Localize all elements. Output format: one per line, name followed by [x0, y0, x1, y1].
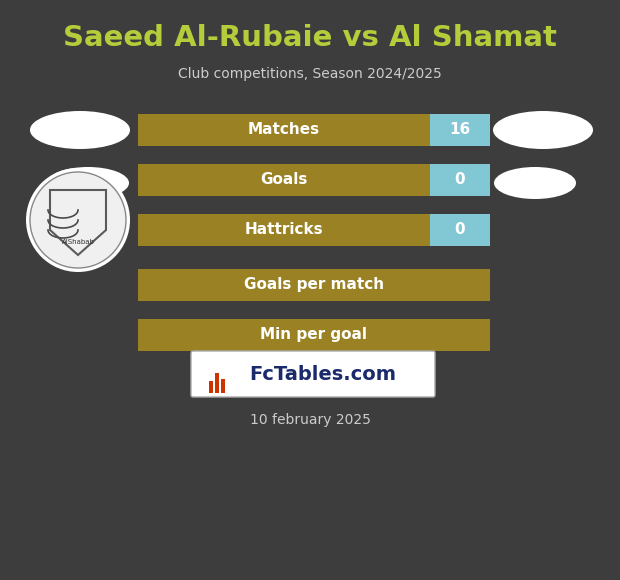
Ellipse shape — [30, 111, 130, 149]
Bar — [209, 381, 213, 393]
FancyBboxPatch shape — [138, 319, 490, 351]
FancyBboxPatch shape — [138, 214, 490, 246]
Text: Saeed Al-Rubaie vs Al Shamat: Saeed Al-Rubaie vs Al Shamat — [63, 24, 557, 52]
Circle shape — [30, 172, 126, 268]
FancyBboxPatch shape — [430, 164, 490, 196]
Text: Hattricks: Hattricks — [245, 223, 323, 237]
Text: 10 february 2025: 10 february 2025 — [250, 413, 370, 427]
Text: FcTables.com: FcTables.com — [249, 364, 397, 383]
Text: 0: 0 — [454, 172, 466, 187]
Ellipse shape — [493, 111, 593, 149]
Text: Min per goal: Min per goal — [260, 328, 368, 343]
Bar — [215, 373, 219, 393]
FancyBboxPatch shape — [138, 114, 490, 146]
Circle shape — [26, 168, 130, 272]
Text: Goals per match: Goals per match — [244, 277, 384, 292]
Bar — [221, 379, 225, 393]
FancyBboxPatch shape — [138, 269, 490, 301]
Text: Matches: Matches — [248, 122, 320, 137]
FancyBboxPatch shape — [430, 214, 490, 246]
Text: AlShabab: AlShabab — [61, 239, 94, 245]
Text: 16: 16 — [450, 122, 471, 137]
Ellipse shape — [47, 167, 129, 199]
Text: 0: 0 — [454, 223, 466, 237]
FancyBboxPatch shape — [191, 351, 435, 397]
Ellipse shape — [494, 167, 576, 199]
Text: Goals: Goals — [260, 172, 308, 187]
Text: Club competitions, Season 2024/2025: Club competitions, Season 2024/2025 — [178, 67, 442, 81]
FancyBboxPatch shape — [138, 164, 490, 196]
FancyBboxPatch shape — [430, 114, 490, 146]
